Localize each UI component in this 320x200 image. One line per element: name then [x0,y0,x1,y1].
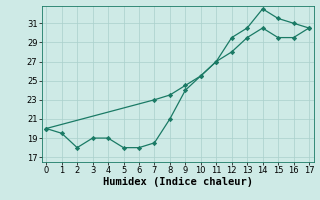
X-axis label: Humidex (Indice chaleur): Humidex (Indice chaleur) [103,177,252,187]
